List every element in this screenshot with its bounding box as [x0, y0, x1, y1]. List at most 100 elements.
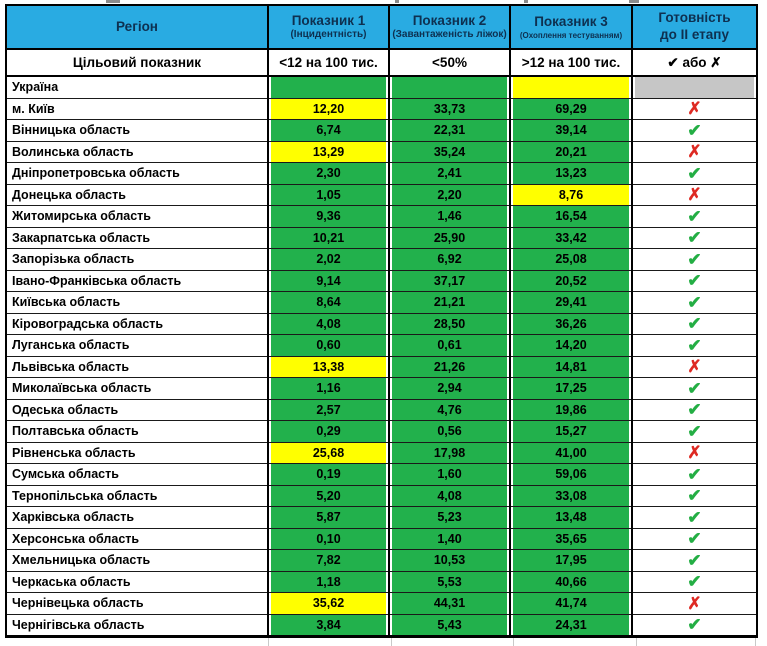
indicator1-value-cell: 3,84 [267, 613, 390, 637]
table-row: Рівненська область 25,68 17,98 41,00 ✗ [5, 441, 758, 464]
indicator3-value-cell: 36,26 [509, 312, 633, 335]
indicator3-value-cell: 17,95 [509, 549, 633, 572]
grid-continuation [0, 638, 767, 646]
cropped-text-mark [106, 0, 120, 3]
region-cell: Дніпропетровська область [5, 162, 269, 185]
indicator3-value-cell: 69,29 [509, 97, 633, 120]
regions-indicators-table: Регіон Показник 1 (Інцидентність) Показн… [5, 4, 758, 638]
indicator1-value-cell: 0,29 [267, 420, 390, 443]
readiness-check-icon: ✔ [631, 484, 758, 507]
table-row: Київська область 8,64 21,21 29,41 ✔ [5, 291, 758, 314]
indicator2-value-cell: 2,94 [388, 377, 511, 400]
region-cell: Чернівецька область [5, 592, 269, 615]
region-cell: Хмельницька область [5, 549, 269, 572]
table-row: Дніпропетровська область 2,30 2,41 13,23 ✔ [5, 162, 758, 185]
indicator1-value-cell: 6,74 [267, 119, 390, 142]
indicator1-value-cell: 2,30 [267, 162, 390, 185]
region-cell: Україна [5, 75, 269, 99]
indicator2-value-cell: 28,50 [388, 312, 511, 335]
indicator1-value-cell: 4,08 [267, 312, 390, 335]
readiness-check-icon: ✔ [631, 334, 758, 357]
table-row: Івано-Франківська область 9,14 37,17 20,52 ✔ [5, 269, 758, 292]
table-row: м. Київ 12,20 33,73 69,29 ✗ [5, 97, 758, 120]
readiness-check-icon: ✔ [631, 248, 758, 271]
region-cell: Херсонська область [5, 527, 269, 550]
region-cell: Тернопільська область [5, 484, 269, 507]
indicator2-value-cell: 4,76 [388, 398, 511, 421]
indicator1-value-cell: 13,29 [267, 140, 390, 163]
indicator1-value-cell [267, 75, 390, 99]
indicator2-value-cell: 21,21 [388, 291, 511, 314]
indicator2-value-cell: 1,60 [388, 463, 511, 486]
indicator2-value-cell: 5,53 [388, 570, 511, 593]
region-cell: Сумська область [5, 463, 269, 486]
table-row: Кіровоградська область 4,08 28,50 36,26 ✔ [5, 312, 758, 335]
readiness-check-icon: ✔ [631, 119, 758, 142]
region-cell: Рівненська область [5, 441, 269, 464]
indicator3-value-cell: 24,31 [509, 613, 633, 637]
col-header-region-label: Регіон [116, 18, 158, 34]
target-indicator1: <12 на 100 тис. [267, 48, 390, 77]
indicator1-value-cell: 7,82 [267, 549, 390, 572]
header-row-titles: Регіон Показник 1 (Інцидентність) Показн… [5, 4, 758, 50]
readiness-check-icon: ✔ [631, 398, 758, 421]
indicator2-value-cell: 37,17 [388, 269, 511, 292]
indicator2-value-cell: 5,43 [388, 613, 511, 637]
indicator2-value-cell: 35,24 [388, 140, 511, 163]
indicator1-value-cell: 35,62 [267, 592, 390, 615]
region-cell: Чернігівська область [5, 613, 269, 637]
indicator1-value-cell: 10,21 [267, 226, 390, 249]
table-row: Хмельницька область 7,82 10,53 17,95 ✔ [5, 549, 758, 572]
readiness-check-icon: ✔ [631, 420, 758, 443]
indicator3-value-cell: 40,66 [509, 570, 633, 593]
readiness-check-icon: ✔ [631, 162, 758, 185]
indicator1-value-cell: 0,60 [267, 334, 390, 357]
region-cell: Волинська область [5, 140, 269, 163]
indicator2-value-cell: 44,31 [388, 592, 511, 615]
indicator3-value-cell: 15,27 [509, 420, 633, 443]
region-cell: Луганська область [5, 334, 269, 357]
table-row: Донецька область 1,05 2,20 8,76 ✗ [5, 183, 758, 206]
indicator3-value-cell: 25,08 [509, 248, 633, 271]
region-cell: Харківська область [5, 506, 269, 529]
cropped-row-remnant [0, 0, 767, 4]
indicator1-value-cell: 9,14 [267, 269, 390, 292]
region-cell: м. Київ [5, 97, 269, 120]
indicator3-value-cell: 8,76 [509, 183, 633, 206]
indicator2-value-cell: 2,20 [388, 183, 511, 206]
indicator3-value-cell: 14,81 [509, 355, 633, 378]
indicator1-value-cell: 1,16 [267, 377, 390, 400]
indicator2-value-cell: 33,73 [388, 97, 511, 120]
region-cell: Вінницька область [5, 119, 269, 142]
region-cell: Донецька область [5, 183, 269, 206]
indicator1-value-cell: 1,05 [267, 183, 390, 206]
region-cell: Миколаївська область [5, 377, 269, 400]
indicator3-value-cell: 16,54 [509, 205, 633, 228]
col-header-indicator3: Показник 3 (Охоплення тестуванням) [509, 4, 633, 50]
table-row: Закарпатська область 10,21 25,90 33,42 ✔ [5, 226, 758, 249]
indicator3-value-cell: 33,42 [509, 226, 633, 249]
indicator3-value-cell: 20,21 [509, 140, 633, 163]
target-indicator3: >12 на 100 тис. [509, 48, 633, 77]
indicator1-value-cell: 1,18 [267, 570, 390, 593]
readiness-check-icon: ✔ [631, 205, 758, 228]
readiness-check-icon: ✔ [631, 570, 758, 593]
readiness-check-icon: ✔ [631, 377, 758, 400]
readiness-cross-icon: ✗ [631, 97, 758, 120]
indicator3-value-cell: 13,48 [509, 506, 633, 529]
readiness-check-icon: ✔ [631, 613, 758, 637]
indicator1-value-cell: 5,87 [267, 506, 390, 529]
indicator1-value-cell: 8,64 [267, 291, 390, 314]
indicator3-value-cell: 39,14 [509, 119, 633, 142]
table-row: Тернопільська область 5,20 4,08 33,08 ✔ [5, 484, 758, 507]
indicator2-value-cell: 1,40 [388, 527, 511, 550]
col-header-indicator1: Показник 1 (Інцидентність) [267, 4, 390, 50]
header-row-targets: Цільовий показник <12 на 100 тис. <50% >… [5, 48, 758, 77]
region-cell: Львівська область [5, 355, 269, 378]
region-cell: Кіровоградська область [5, 312, 269, 335]
indicator3-value-cell: 14,20 [509, 334, 633, 357]
indicator3-value-cell [509, 75, 633, 99]
table-row: Одеська область 2,57 4,76 19,86 ✔ [5, 398, 758, 421]
cropped-border-mark [524, 0, 528, 3]
indicator3-value-cell: 19,86 [509, 398, 633, 421]
